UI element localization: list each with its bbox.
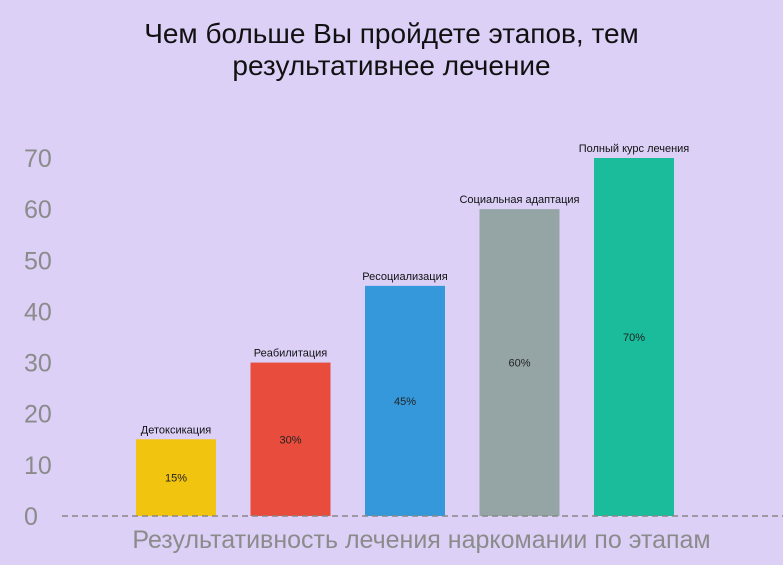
bar-data-label: 60% xyxy=(508,358,530,370)
bar-data-label: 70% xyxy=(623,332,645,344)
y-tick-label: 0 xyxy=(24,503,38,531)
bar-category-label: Полный курс лечения xyxy=(579,143,690,155)
x-axis-label: Результативность лечения наркомании по э… xyxy=(132,526,711,554)
bar-data-label: 30% xyxy=(279,434,301,446)
bar xyxy=(136,439,216,516)
bar xyxy=(365,285,445,516)
bar-category-label: Социальная адаптация xyxy=(459,194,579,206)
bar-data-label: 45% xyxy=(394,396,416,408)
bar-category-label: Детоксикация xyxy=(141,424,211,436)
y-tick-label: 30 xyxy=(24,350,52,378)
y-tick-label: 10 xyxy=(24,452,52,480)
bar-category-label: Ресоциализация xyxy=(362,271,447,283)
bar xyxy=(250,362,331,516)
y-tick-label: 70 xyxy=(24,145,52,173)
bar-category-label: Реабилитация xyxy=(254,348,328,360)
bar xyxy=(479,209,560,516)
bar xyxy=(594,158,674,516)
chart-title: Чем больше Вы пройдете этапов, тем резул… xyxy=(144,18,639,81)
y-tick-label: 60 xyxy=(24,196,52,224)
bar-data-label: 15% xyxy=(165,473,187,485)
y-tick-label: 40 xyxy=(24,298,52,326)
y-tick-label: 20 xyxy=(24,401,52,429)
y-tick-label: 50 xyxy=(24,247,52,275)
